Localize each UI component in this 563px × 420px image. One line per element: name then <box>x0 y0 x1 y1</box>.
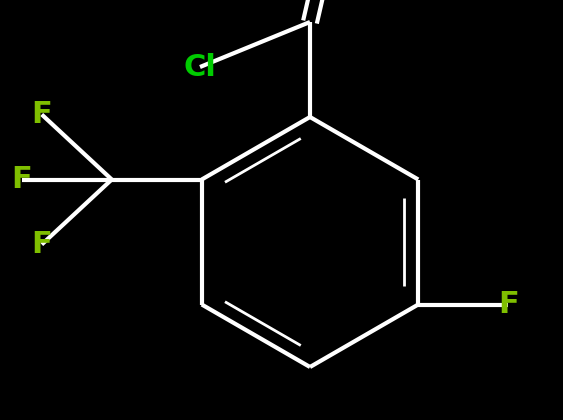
Text: Cl: Cl <box>184 52 216 81</box>
Text: F: F <box>11 165 32 194</box>
Text: F: F <box>32 230 52 259</box>
Text: F: F <box>498 290 519 319</box>
Text: F: F <box>32 100 52 129</box>
